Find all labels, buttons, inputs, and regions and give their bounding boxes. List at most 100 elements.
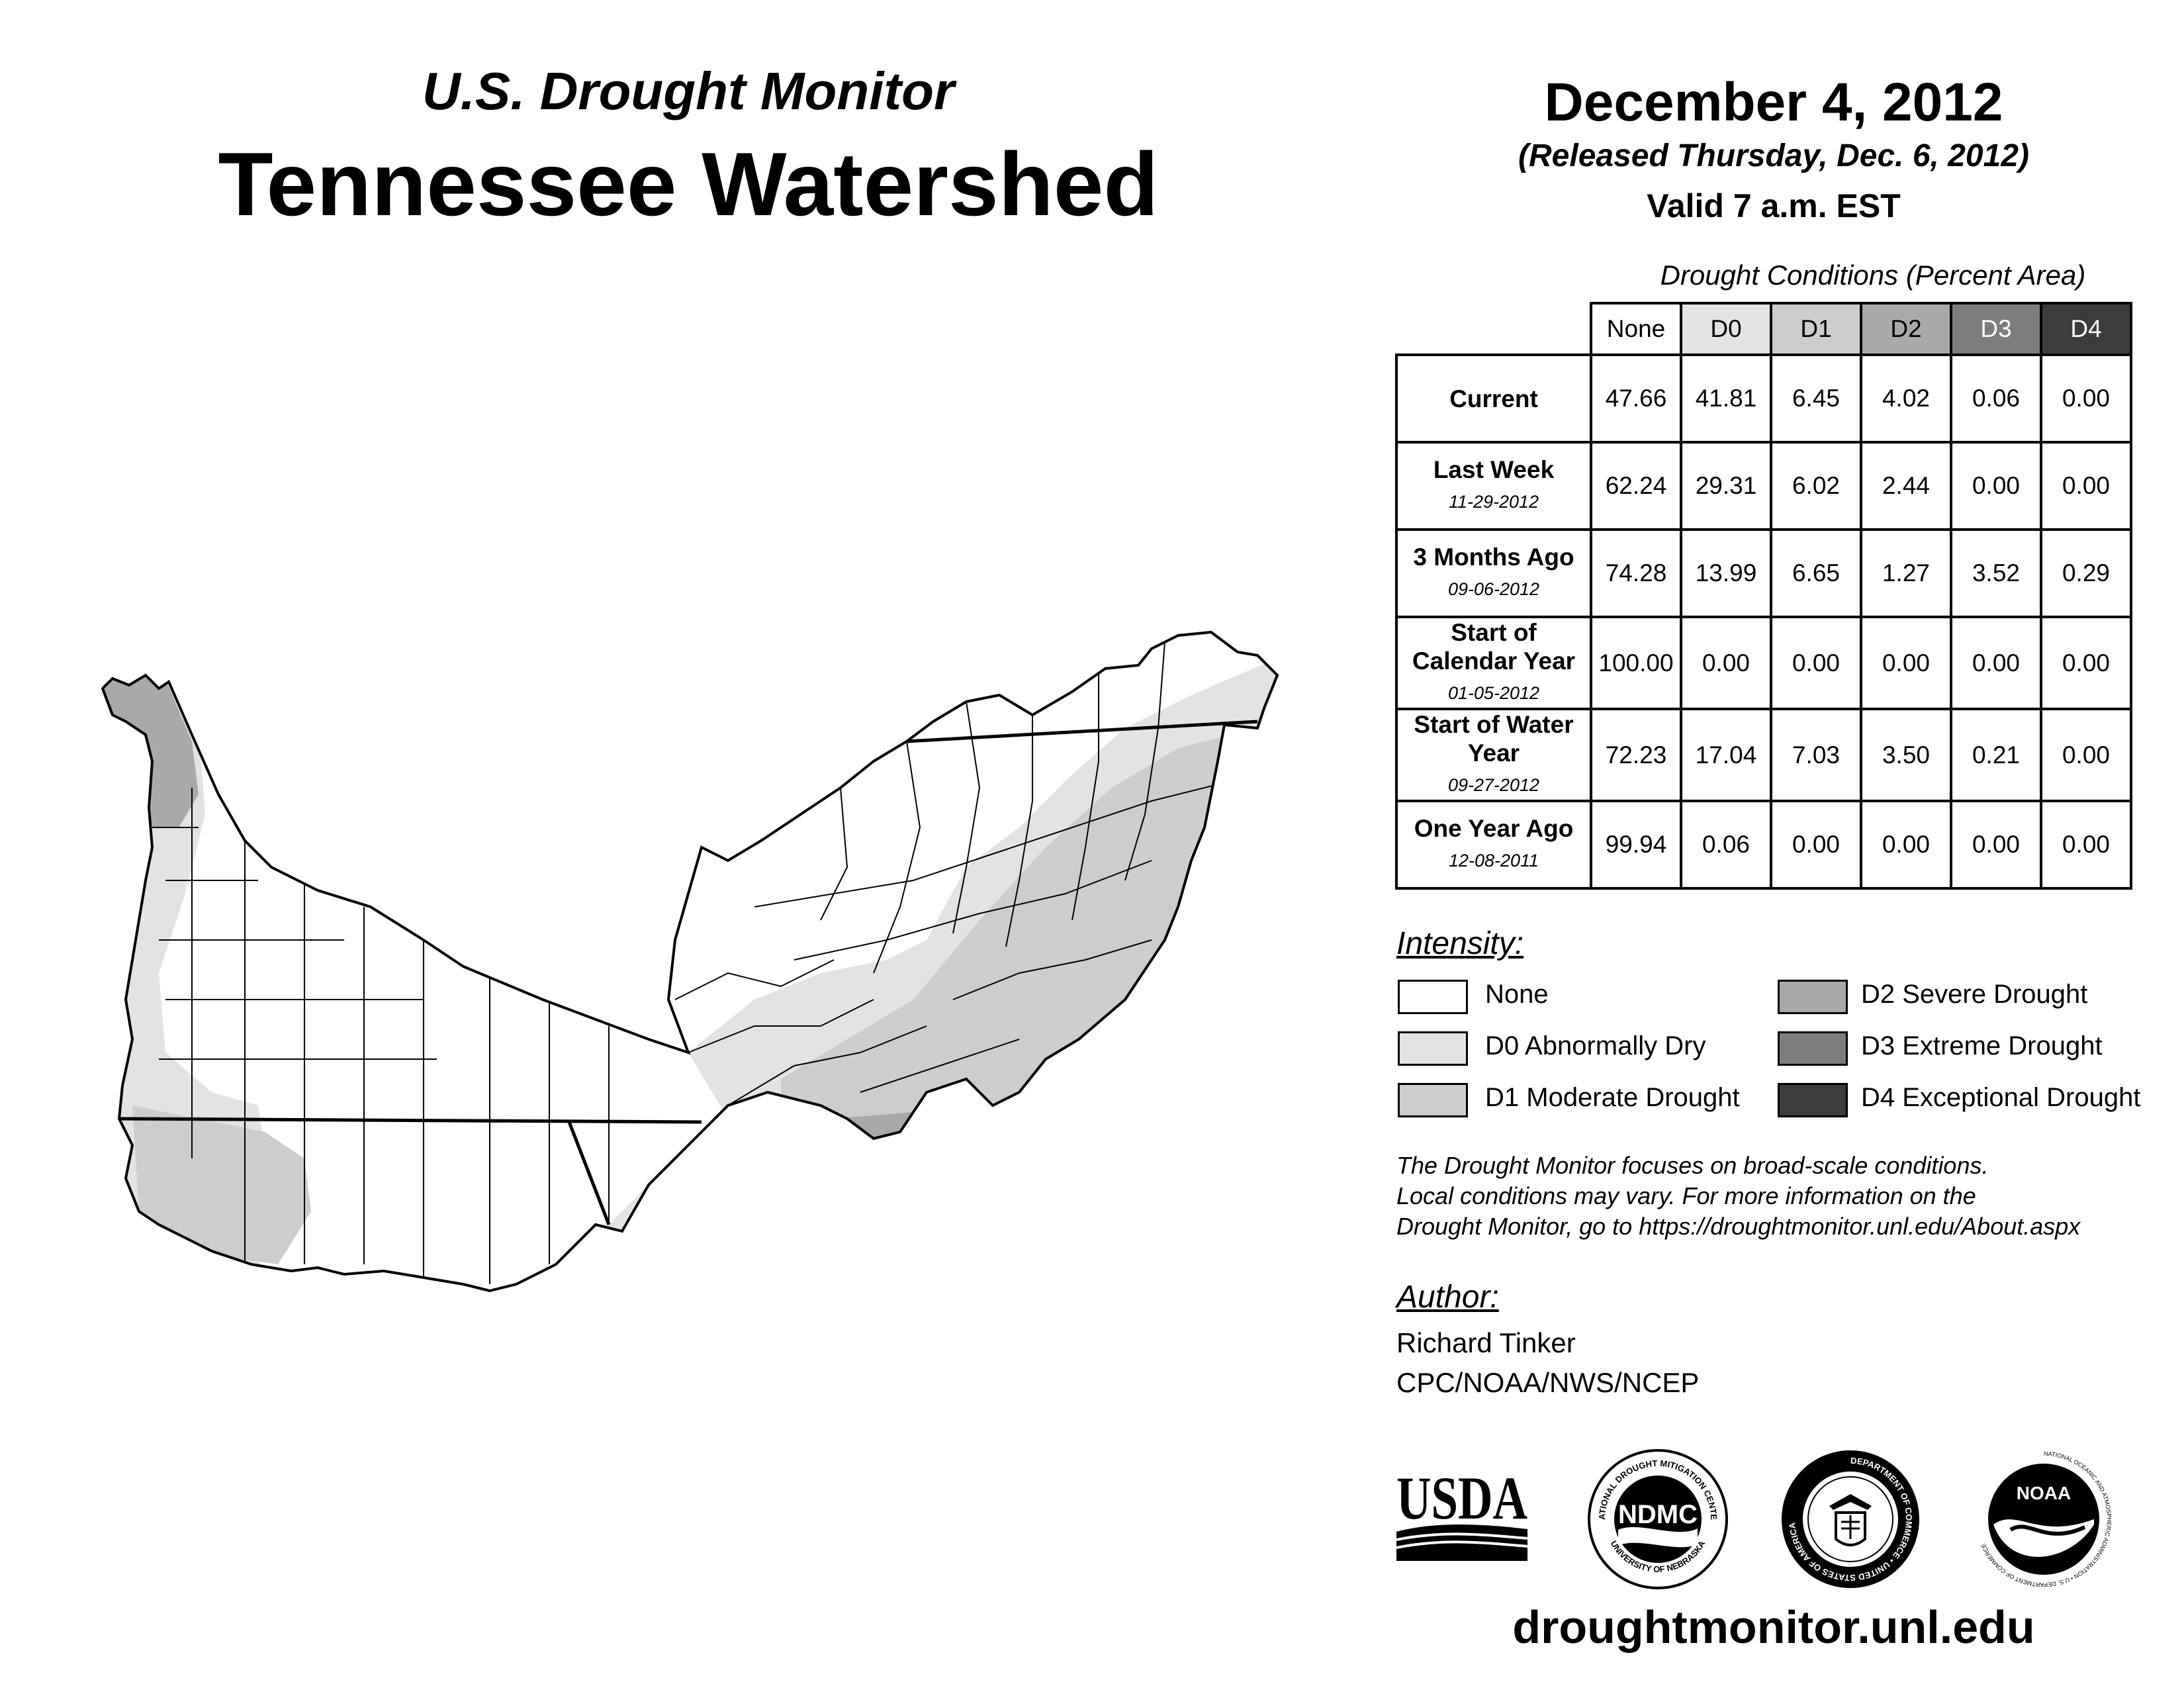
table-cell: 74.28 bbox=[1590, 528, 1682, 618]
legend-label-d2: D2 Severe Drought bbox=[1861, 980, 2088, 1009]
legend-label-none: None bbox=[1485, 980, 1549, 1009]
map-subtitle: U.S. Drought Monitor bbox=[422, 62, 955, 120]
table-caption: Drought Conditions (Percent Area) bbox=[1660, 259, 2086, 291]
table-row: 3 Months Ago 09-06-2012 74.28 13.99 6.65 … bbox=[1395, 528, 2132, 618]
county-boundaries bbox=[152, 641, 1232, 1284]
table-cell: 0.00 bbox=[1770, 800, 1862, 890]
valid-time: Valid 7 a.m. EST bbox=[1647, 187, 1901, 224]
table-cell: 0.00 bbox=[1950, 800, 2042, 890]
ndmc-logo-text: NDMC bbox=[1618, 1500, 1698, 1529]
table-cell: 7.03 bbox=[1770, 708, 1862, 802]
table-cell: 0.00 bbox=[2040, 616, 2132, 710]
table-cell: 0.00 bbox=[1950, 616, 2042, 710]
row-label: Start of Calendar Year 01-05-2012 bbox=[1395, 616, 1592, 710]
column-header-d4: D4 bbox=[2040, 302, 2132, 356]
usda-logo-text: USDA bbox=[1396, 1464, 1527, 1532]
table-cell: 62.24 bbox=[1590, 441, 1682, 531]
table-row: One Year Ago 12-08-2011 99.94 0.06 0.00 0… bbox=[1395, 800, 2132, 890]
legend-label-d0: D0 Abnormally Dry bbox=[1485, 1031, 1706, 1060]
table-cell: 4.02 bbox=[1860, 353, 1952, 444]
table-cell: 0.00 bbox=[2040, 441, 2132, 531]
table-cell: 1.27 bbox=[1860, 528, 1952, 618]
table-cell: 0.21 bbox=[1950, 708, 2042, 802]
table-corner bbox=[1396, 303, 1591, 355]
table-cell: 17.04 bbox=[1680, 708, 1772, 802]
table-cell: 2.44 bbox=[1860, 441, 1952, 531]
map-date: December 4, 2012 bbox=[1544, 72, 2003, 132]
column-header-d0: D0 bbox=[1680, 302, 1772, 356]
table-row: Last Week 11-29-2012 62.24 29.31 6.02 2.4… bbox=[1395, 441, 2132, 531]
legend-swatch-d3 bbox=[1778, 1031, 1848, 1066]
table-cell: 29.31 bbox=[1680, 441, 1772, 531]
website-url[interactable]: droughtmonitor.unl.edu bbox=[1512, 1601, 2035, 1653]
legend-swatch-d4 bbox=[1778, 1083, 1848, 1117]
column-header-none: None bbox=[1590, 302, 1682, 356]
table-cell: 6.65 bbox=[1770, 528, 1862, 618]
row-date: 12-08-2011 bbox=[1448, 851, 1539, 870]
noaa-logo-text: NOAA bbox=[2017, 1483, 2071, 1503]
legend-title: Intensity: bbox=[1396, 926, 1524, 961]
row-date: 01-05-2012 bbox=[1447, 683, 1540, 703]
table-cell: 0.00 bbox=[1860, 616, 1952, 710]
table-cell: 99.94 bbox=[1590, 800, 1682, 890]
table-cell: 0.00 bbox=[1950, 441, 2042, 531]
row-label: Last Week 11-29-2012 bbox=[1395, 441, 1592, 531]
table-cell: 0.00 bbox=[2040, 353, 2132, 444]
disclaimer-line: Local conditions may vary. For more info… bbox=[1396, 1182, 1976, 1209]
table-row: Start of Water Year 09-27-2012 72.23 17.0… bbox=[1395, 708, 2132, 802]
table-cell: 6.45 bbox=[1770, 353, 1862, 444]
table-cell: 0.00 bbox=[1680, 616, 1772, 710]
watershed-boundary bbox=[101, 630, 1279, 1293]
d2-area-southeast bbox=[754, 1105, 979, 1185]
watershed-map bbox=[101, 630, 1279, 1293]
legend-label-d4: D4 Exceptional Drought bbox=[1861, 1083, 2141, 1112]
release-date: (Released Thursday, Dec. 6, 2012) bbox=[1518, 138, 2029, 173]
table-cell: 3.52 bbox=[1950, 528, 2042, 618]
ndmc-logo: NDMC NATIONAL DROUGHT MITIGATION CENTER … bbox=[1585, 1446, 1728, 1589]
author-org: CPC/NOAA/NWS/NCEP bbox=[1396, 1367, 1700, 1398]
legend-label-d3: D3 Extreme Drought bbox=[1861, 1031, 2103, 1060]
state-lines bbox=[118, 720, 1258, 1225]
usda-logo: USDA bbox=[1396, 1464, 1528, 1561]
table-cell: 0.00 bbox=[1770, 616, 1862, 710]
legend-swatch-d0 bbox=[1398, 1031, 1468, 1066]
table-cell: 6.02 bbox=[1770, 441, 1862, 531]
column-header-d1: D1 bbox=[1770, 302, 1862, 356]
table-cell: 100.00 bbox=[1590, 616, 1682, 710]
drought-shading bbox=[103, 655, 1277, 1291]
d0-area-south-central bbox=[556, 1132, 702, 1291]
legend-label-d1: D1 Moderate Drought bbox=[1485, 1083, 1740, 1112]
disclaimer-line: Drought Monitor, go to https://droughtmo… bbox=[1396, 1213, 2081, 1240]
table-row: Start of Calendar Year 01-05-2012 100.00 … bbox=[1395, 616, 2132, 710]
doc-seal-logo: DEPARTMENT OF COMMERCE • UNITED STATES O… bbox=[1782, 1450, 1919, 1588]
legend-swatch-d2 bbox=[1778, 980, 1848, 1014]
author-title: Author: bbox=[1396, 1280, 1499, 1315]
legend-swatch-d1 bbox=[1398, 1083, 1468, 1117]
map-title: Tennessee Watershed bbox=[218, 134, 1159, 234]
disclaimer: The Drought Monitor focuses on broad-sca… bbox=[1396, 1150, 2177, 1242]
table-cell: 0.00 bbox=[1860, 800, 1952, 890]
table-cell: 0.06 bbox=[1950, 353, 2042, 444]
row-date: 11-29-2012 bbox=[1448, 492, 1539, 512]
table-cell: 0.00 bbox=[2040, 800, 2132, 890]
row-label: One Year Ago 12-08-2011 bbox=[1395, 800, 1592, 890]
author-name: Richard Tinker bbox=[1396, 1327, 1576, 1358]
legend-swatch-none bbox=[1398, 980, 1468, 1014]
table-row: Current 47.66 41.81 6.45 4.02 0.06 0.00 bbox=[1395, 353, 2132, 444]
row-label: Start of Water Year 09-27-2012 bbox=[1395, 708, 1592, 802]
row-date: 09-06-2012 bbox=[1447, 579, 1540, 599]
table-cell: 47.66 bbox=[1590, 353, 1682, 444]
row-label: 3 Months Ago 09-06-2012 bbox=[1395, 528, 1592, 618]
table-cell: 0.00 bbox=[2040, 708, 2132, 802]
table-cell: 13.99 bbox=[1680, 528, 1772, 618]
table-cell: 3.50 bbox=[1860, 708, 1952, 802]
drought-table: None D0 D1 D2 D3 D4 Current 47.66 41.81 … bbox=[1395, 302, 2132, 890]
noaa-logo: NOAA NATIONAL OCEANIC AND ATMOSPHERIC AD… bbox=[1980, 1450, 2113, 1588]
d1-area-southwest bbox=[132, 1105, 311, 1264]
row-date: 09-27-2012 bbox=[1447, 775, 1540, 795]
column-header-d3: D3 bbox=[1950, 302, 2042, 356]
table-cell: 41.81 bbox=[1680, 353, 1772, 444]
disclaimer-line: The Drought Monitor focuses on broad-sca… bbox=[1396, 1152, 1989, 1179]
table-cell: 0.29 bbox=[2040, 528, 2132, 618]
table-cell: 0.06 bbox=[1680, 800, 1772, 890]
